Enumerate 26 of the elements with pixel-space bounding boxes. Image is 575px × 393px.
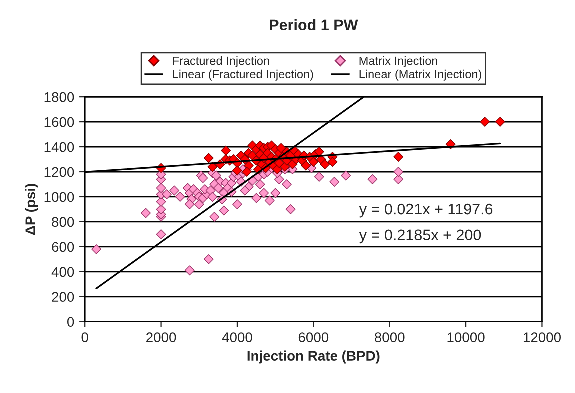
y-tick-label: 800 <box>52 217 74 228</box>
y-tick-label: 0 <box>68 317 74 328</box>
y-tick-label: 1400 <box>44 142 74 152</box>
y-tick-label: 400 <box>52 267 74 278</box>
x-axis-title: Injection Rate (BPD) <box>248 350 380 364</box>
y-tick-label: 200 <box>52 292 74 302</box>
annotation: y = 0.021x + 1197.6 <box>359 204 493 218</box>
y-tick-label: 1800 <box>44 92 74 102</box>
y-tick-label: 1200 <box>44 167 74 178</box>
chart-title: Period 1 PW <box>270 19 358 31</box>
x-tick-label: 0 <box>82 332 88 342</box>
y-tick-label: 1000 <box>44 192 74 202</box>
y-tick-label: 1600 <box>44 117 74 128</box>
legend-label: Linear (Fractured Injection) <box>173 70 314 81</box>
legend-label: Fractured Injection <box>173 56 270 68</box>
x-tick-label: 2000 <box>146 332 176 342</box>
legend-label: Linear (Matrix Injection) <box>360 70 482 81</box>
legend-label: Matrix Injection <box>360 56 438 68</box>
y-tick-label: 600 <box>52 242 74 252</box>
annotation: y = 0.2185x + 200 <box>359 230 482 244</box>
y-axis-title: ΔP (psi) <box>25 184 38 235</box>
x-tick-label: 6000 <box>298 332 329 342</box>
x-tick-label: 8000 <box>375 332 405 342</box>
x-tick-label: 12000 <box>524 332 561 342</box>
x-tick-label: 10000 <box>448 332 485 342</box>
x-tick-label: 4000 <box>222 332 252 342</box>
